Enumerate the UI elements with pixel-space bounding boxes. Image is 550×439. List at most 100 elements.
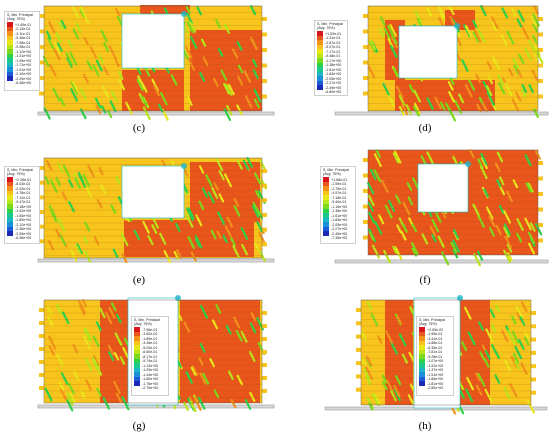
edge-tooth: [39, 76, 44, 80]
strut-streak: [530, 15, 538, 28]
edge-tooth: [538, 207, 543, 212]
strut-streak: [211, 187, 219, 199]
wall: [39, 157, 268, 264]
legend-row: -6.36e+00: [7, 236, 37, 241]
legend-value: -2.10e+00: [15, 72, 32, 77]
strut-streak: [370, 313, 379, 327]
strut-streak: [392, 152, 400, 164]
legend-value: -9.40e-01: [331, 200, 347, 205]
strut-streak: [371, 393, 380, 406]
strut-streak: [213, 182, 220, 192]
strut-streak: [395, 194, 402, 205]
strut-streak: [521, 301, 528, 313]
edge-tooth: [39, 321, 44, 325]
legend-value: -2.59e+00: [15, 231, 32, 236]
legend-value: -2.49e+00: [331, 231, 348, 236]
strut-streak: [365, 376, 372, 386]
legend-row: -1.89e+00: [7, 217, 37, 223]
edge-tooth: [39, 180, 44, 185]
edge-tooth: [538, 238, 543, 243]
strut-streak: [464, 25, 473, 38]
legend-row: -1.22e+00: [419, 363, 451, 368]
legend-swatch: [7, 62, 13, 68]
legend-swatch: [7, 26, 13, 32]
strut-streak: [73, 371, 80, 381]
strut-streak: [215, 19, 221, 29]
legend-row: -7.81e-01: [419, 349, 451, 355]
strut-streak: [198, 357, 204, 366]
edge-tooth: [363, 14, 368, 18]
strut-streak: [485, 328, 494, 343]
strut-streak: [215, 158, 224, 172]
legend-swatch: [7, 226, 13, 232]
strut-streak: [387, 93, 395, 107]
strut-streak: [386, 379, 395, 394]
legend-rows: +2.05e-02 -1.95e-01 -3.41e-01 -4.88e-01 -6.3…: [419, 327, 451, 390]
strut-streak: [74, 177, 82, 190]
strut-streak: [458, 93, 465, 104]
legend-swatch: [134, 354, 140, 359]
strut-streak: [256, 221, 263, 233]
strut-streak: [431, 233, 437, 243]
legend-swatch: [7, 40, 13, 45]
legend-row: -1.13e+00: [134, 363, 166, 368]
wall-outline: [43, 5, 263, 112]
legend-swatch: [134, 367, 140, 373]
legend-value: -1.49e+00: [15, 58, 32, 63]
strut-streak: [79, 88, 87, 101]
strut-streak: [65, 52, 73, 66]
strut-streak: [224, 225, 232, 238]
legend-swatch: [7, 208, 13, 214]
legend-swatch: [317, 90, 323, 95]
edge-tooth: [262, 324, 267, 328]
legend-swatch: [323, 208, 329, 214]
strut-streak: [361, 357, 368, 369]
legend-rows: +1.40e-01 -2.13e-01 -3.11e-01 -5.48e-01 -7.3…: [7, 22, 37, 85]
strut-streak: [383, 27, 391, 41]
strut-streak: [89, 46, 98, 59]
strut-streak: [84, 357, 93, 371]
legend-value: -2.05e+00: [325, 76, 342, 81]
strut-streak: [187, 57, 196, 71]
strut-streak: [199, 372, 207, 385]
strut-streak: [223, 23, 231, 34]
strut-streak: [84, 327, 92, 341]
strut-streak: [464, 306, 472, 320]
strut-streak: [217, 211, 226, 226]
strut-streak: [96, 198, 103, 209]
strut-streak: [79, 5, 88, 19]
legend-row: -3.46e-01: [134, 340, 166, 346]
edge-tooth: [356, 308, 361, 312]
strut-streak: [532, 23, 539, 33]
legend-row: -1.31e-01: [317, 35, 345, 41]
legend-value: -7.12e-01: [15, 195, 31, 200]
wall-outline: [360, 299, 532, 406]
caption: (g): [132, 420, 146, 432]
strut-streak: [527, 399, 535, 414]
strut-streak: [67, 39, 73, 49]
strut-streak: [400, 231, 407, 241]
legend-value: -2.27e+00: [331, 227, 348, 232]
legend-swatch: [7, 190, 13, 196]
legend-swatch: [323, 213, 329, 218]
strut-streak: [483, 188, 489, 198]
strut-streak: [93, 236, 100, 246]
legend-swatch: [419, 354, 425, 359]
edge-tooth: [363, 60, 368, 65]
legend-row: -1.51e+00: [419, 372, 451, 377]
strut-streak: [86, 60, 93, 71]
ground-plate: [334, 111, 549, 116]
edge-tooth: [262, 17, 267, 21]
strut-streak: [249, 391, 256, 402]
strut-streak: [390, 341, 398, 355]
legend-swatch: [7, 71, 13, 77]
strut-streak: [389, 23, 397, 37]
strut-streak: [83, 36, 89, 46]
strut-streak: [140, 95, 148, 107]
stress-concentration: [465, 161, 471, 167]
strut-streak: [62, 311, 70, 325]
legend-subtitle: (Avg: 75%): [134, 322, 152, 327]
strut-streak: [56, 354, 64, 367]
legend-swatch: [419, 331, 425, 337]
strut-streak: [202, 372, 210, 385]
